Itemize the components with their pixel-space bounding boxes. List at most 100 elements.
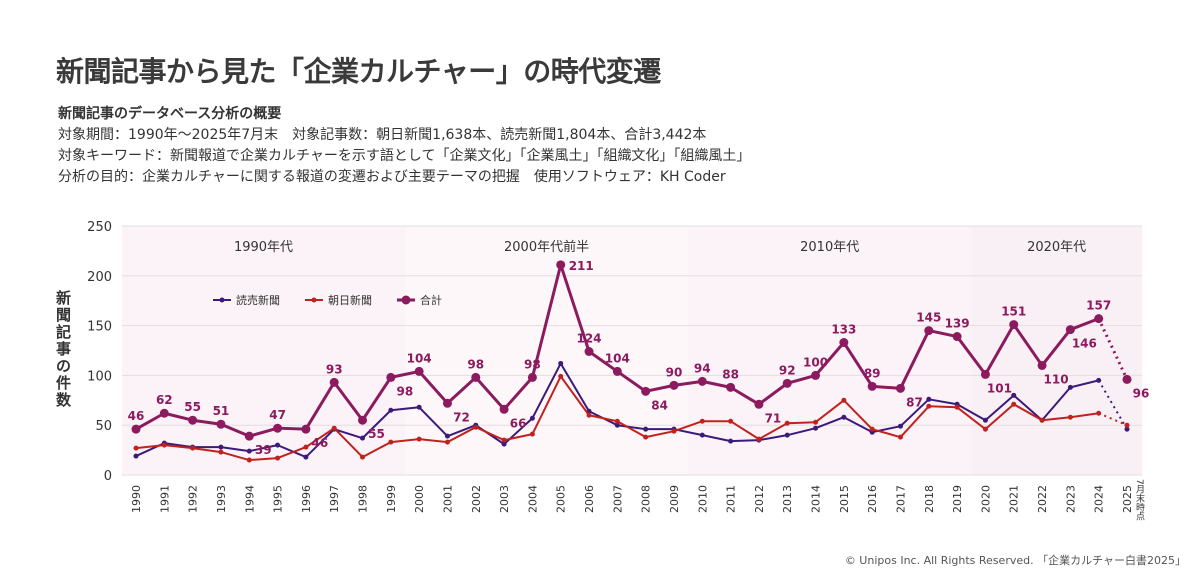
description-heading: 新聞記事のデータベース分析の概要 xyxy=(58,106,282,122)
data-point xyxy=(388,407,394,413)
data-point xyxy=(839,338,849,348)
data-point xyxy=(360,454,366,460)
data-point xyxy=(895,383,905,393)
data-point xyxy=(388,439,394,445)
data-label: 66 xyxy=(510,416,527,430)
data-point xyxy=(216,419,226,429)
data-point xyxy=(926,403,932,409)
data-point xyxy=(586,412,592,418)
data-point xyxy=(360,435,366,441)
data-point xyxy=(442,398,452,408)
data-point xyxy=(784,420,790,426)
data-label: 55 xyxy=(184,400,201,414)
data-label: 72 xyxy=(453,410,470,424)
data-point xyxy=(728,418,734,424)
data-point xyxy=(982,426,988,432)
data-point xyxy=(643,434,649,440)
data-label: 39 xyxy=(255,443,272,457)
x-tick-label: 2009 xyxy=(668,485,681,513)
y-tick-label: 200 xyxy=(87,270,112,285)
x-tick-label: 2010 xyxy=(696,485,709,513)
data-label: 151 xyxy=(1001,305,1026,319)
data-point xyxy=(754,399,764,409)
data-point xyxy=(614,418,620,424)
legend-label: 合計 xyxy=(420,293,442,307)
data-point xyxy=(699,432,705,438)
legend-label: 朝日新聞 xyxy=(328,293,372,307)
data-point xyxy=(275,455,281,461)
data-label: 133 xyxy=(831,323,856,337)
data-point xyxy=(1094,314,1104,324)
x-tick-label: 2015 xyxy=(838,485,851,513)
data-point xyxy=(501,437,507,443)
data-point xyxy=(329,377,339,387)
x-tick-label: 1990 xyxy=(130,485,143,513)
data-point xyxy=(133,445,139,451)
legend-marker xyxy=(311,297,317,303)
era-label: 1990年代 xyxy=(234,240,293,255)
data-point xyxy=(444,439,450,445)
era-label: 2020年代 xyxy=(1027,240,1086,255)
data-point xyxy=(897,434,903,440)
x-tick-label: 1994 xyxy=(243,485,256,513)
data-label: 98 xyxy=(524,357,541,371)
data-point xyxy=(303,444,309,450)
era-label: 2010年代 xyxy=(800,240,859,255)
x-tick-label: 2001 xyxy=(441,485,454,513)
data-point xyxy=(416,436,422,442)
data-point xyxy=(756,436,762,442)
data-label: 96 xyxy=(1133,386,1150,400)
description-line: 対象キーワード：新聞報道で企業カルチャーを示す語として「企業文化」「企業風土」「… xyxy=(58,148,751,164)
y-tick-label: 100 xyxy=(87,369,112,384)
data-point xyxy=(358,415,368,425)
x-tick-label: 2022 xyxy=(1036,485,1049,513)
data-label: 55 xyxy=(368,427,385,441)
y-tick-label: 150 xyxy=(87,320,112,335)
x-tick-label: 1995 xyxy=(272,485,285,513)
y-tick-label: 250 xyxy=(87,220,112,235)
data-point xyxy=(926,396,932,402)
data-label: 89 xyxy=(864,366,881,380)
data-point xyxy=(1096,377,1102,383)
data-point xyxy=(527,372,537,382)
series-line-projection xyxy=(1097,317,1129,381)
data-point xyxy=(471,372,481,382)
description-line: 分析の目的：企業カルチャーに関する報道の変遷および主要テーマの把握 使用ソフトウ… xyxy=(58,169,726,185)
x-tick-label: 2004 xyxy=(526,485,539,513)
data-point xyxy=(699,418,705,424)
chart-description: 新聞記事のデータベース分析の概要 対象期間：1990年～2025年7月末 対象記… xyxy=(58,104,750,188)
data-label: 84 xyxy=(651,398,668,412)
data-point xyxy=(275,442,281,448)
data-point xyxy=(612,366,622,376)
data-point xyxy=(161,442,167,448)
data-point xyxy=(782,378,792,388)
era-label: 2000年代前半 xyxy=(504,239,589,255)
data-point xyxy=(218,449,224,455)
data-label: 88 xyxy=(722,367,739,381)
x-tick-label: 2016 xyxy=(866,485,879,513)
era-band xyxy=(971,226,1142,475)
data-label: 124 xyxy=(576,331,601,345)
data-point xyxy=(499,404,509,414)
data-point xyxy=(246,457,252,463)
data-point xyxy=(614,422,620,428)
data-label: 104 xyxy=(605,351,630,365)
x-tick-label: 2005 xyxy=(555,485,568,513)
data-label: 98 xyxy=(396,384,413,398)
x-tick-label: 2011 xyxy=(725,485,738,513)
data-point xyxy=(897,423,903,429)
data-point xyxy=(331,425,337,431)
x-tick-label: 2008 xyxy=(640,485,653,513)
x-tick-label: 2018 xyxy=(923,485,936,513)
data-point xyxy=(1009,320,1019,330)
data-label: 211 xyxy=(569,259,594,273)
x-tick-label: 2017 xyxy=(894,485,907,513)
x-tick-label: 1996 xyxy=(300,485,313,513)
data-point xyxy=(190,445,196,451)
data-label: 71 xyxy=(765,411,782,425)
legend-label: 読売新聞 xyxy=(236,293,280,307)
data-point xyxy=(529,415,535,421)
data-point xyxy=(924,326,934,336)
data-point xyxy=(980,369,990,379)
